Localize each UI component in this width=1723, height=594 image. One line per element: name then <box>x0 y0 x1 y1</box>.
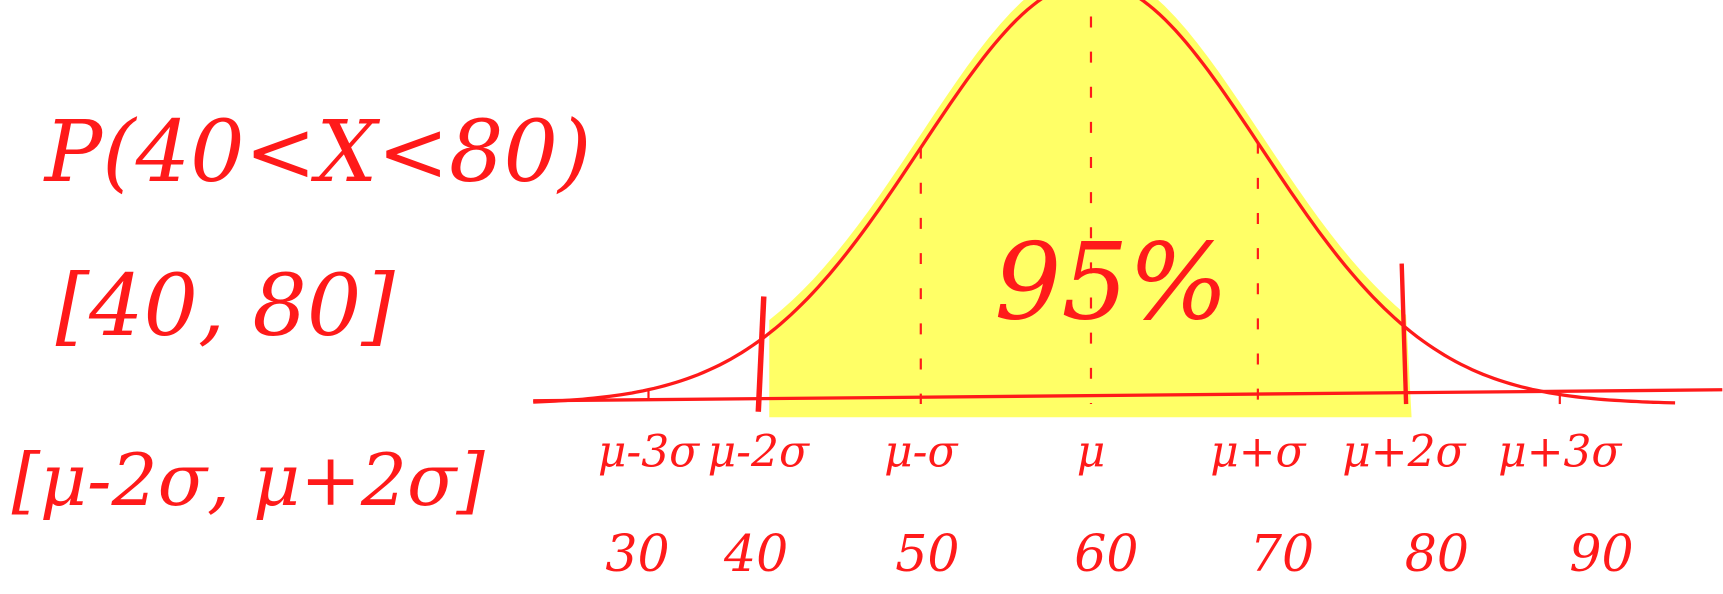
whiteboard: P(40<X<80) [40, 80] [μ-2σ, μ+2σ] 95% μ-3… <box>0 0 1723 594</box>
sigma-label: μ-3σ <box>598 427 700 478</box>
axis-value: 40 <box>723 524 788 583</box>
sigma-label: μ-2σ <box>708 427 810 478</box>
sigma-label: μ+2σ <box>1342 427 1466 478</box>
area-label: 95% <box>994 220 1228 343</box>
sigma-label: μ-σ <box>884 427 958 478</box>
axis-value: 30 <box>605 524 669 583</box>
axis-value: 60 <box>1074 524 1138 583</box>
axis-value: 70 <box>1250 524 1314 583</box>
probability-expression: P(40<X<80) <box>43 103 592 202</box>
sigma-label: μ+3σ <box>1498 427 1622 478</box>
sigma-label: μ+σ <box>1210 427 1306 478</box>
axis-value: 90 <box>1569 524 1633 583</box>
axis-value: 80 <box>1405 524 1469 583</box>
interval: [40, 80] <box>56 257 396 356</box>
sigma-label: μ <box>1077 427 1106 478</box>
sigma-interval: [μ-2σ, μ+2σ] <box>12 439 486 523</box>
axis-value: 50 <box>895 524 959 583</box>
lower-bound-line <box>758 296 763 411</box>
